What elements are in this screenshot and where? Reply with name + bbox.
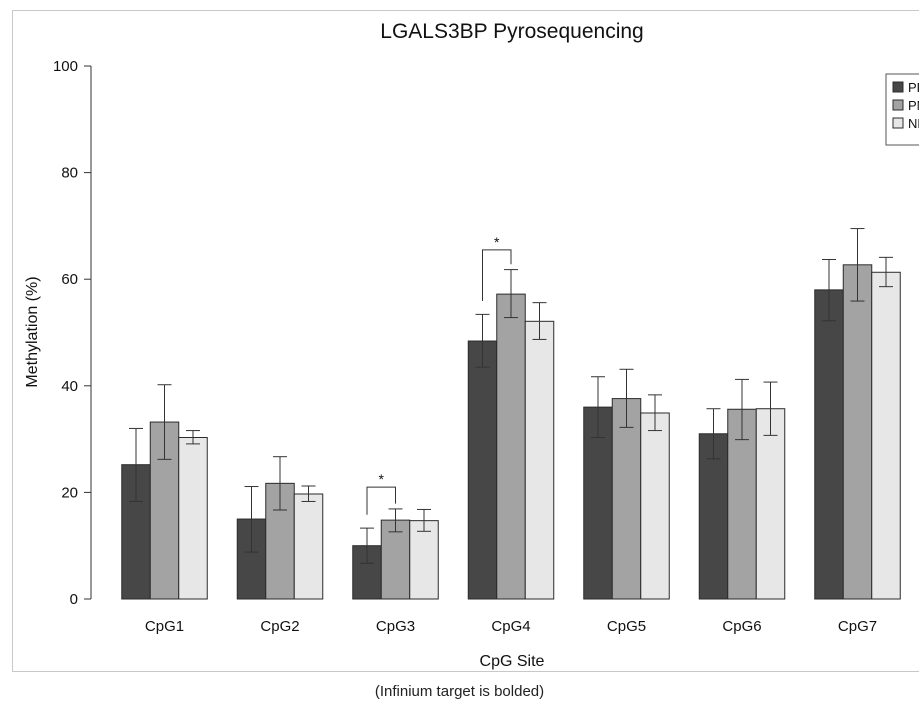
legend: PP PN NN [885, 73, 919, 146]
bar-pn-cpg4 [496, 293, 526, 600]
bar-nn-cpg7 [871, 271, 901, 600]
bar-nn-cpg4 [524, 320, 555, 600]
legend-label-pn: PN [908, 98, 919, 113]
legend-label-pp: PP [908, 80, 919, 95]
bar-nn-cpg2 [293, 493, 324, 600]
significance-layer: ** [366, 234, 512, 515]
x-axis-label: CpG Site [480, 653, 545, 670]
x-tick-label: CpG2 [260, 618, 299, 635]
bar-pp-cpg7 [814, 289, 844, 600]
x-tick-labels: CpG1 CpG2 CpG3 CpG4 CpG5 CpG6 CpG7 [145, 618, 877, 635]
x-tick-label: CpG6 [722, 618, 761, 635]
bar-pn-cpg7 [842, 264, 873, 600]
legend-label-nn: NN [908, 116, 919, 131]
y-tick-label: 20 [61, 484, 78, 501]
y-tick-label: 60 [61, 271, 78, 288]
x-tick-label: CpG5 [607, 618, 646, 635]
chart-title: LGALS3BP Pyrosequencing [380, 20, 643, 43]
x-tick-label: CpG1 [145, 618, 184, 635]
error-bars-layer [129, 228, 893, 564]
x-tick-label: CpG3 [376, 618, 415, 635]
bar-nn-cpg1 [178, 437, 208, 600]
legend-swatch-pp [892, 81, 904, 93]
y-tick-label: 80 [61, 165, 78, 182]
significance-star: * [494, 234, 500, 250]
y-tick-label: 100 [53, 58, 78, 75]
significance-bracket [482, 249, 512, 302]
significance-star: * [379, 471, 385, 487]
y-tick-label: 40 [61, 378, 78, 395]
x-tick-label: CpG4 [491, 618, 530, 635]
bar-pn-cpg5 [611, 398, 642, 600]
significance-bracket [366, 486, 396, 515]
y-axis-label: Methylation (%) [24, 276, 41, 387]
bar-pp-cpg5 [583, 406, 613, 600]
legend-swatch-pn [892, 99, 904, 111]
bar-nn-cpg6 [755, 408, 786, 600]
y-axis: 0 20 40 60 80 100 [53, 58, 92, 608]
y-tick-label: 0 [70, 591, 78, 608]
bar-nn-cpg3 [409, 520, 439, 600]
legend-swatch-nn [892, 117, 904, 129]
chart-frame [12, 10, 919, 672]
bar-pn-cpg6 [727, 408, 757, 600]
bar-pn-cpg3 [380, 519, 411, 600]
figure-caption: (Infinium target is bolded) [374, 683, 545, 700]
bars-layer [121, 264, 901, 600]
x-tick-label: CpG7 [838, 618, 877, 635]
bar-pp-cpg4 [467, 340, 498, 600]
bar-nn-cpg5 [640, 412, 670, 600]
